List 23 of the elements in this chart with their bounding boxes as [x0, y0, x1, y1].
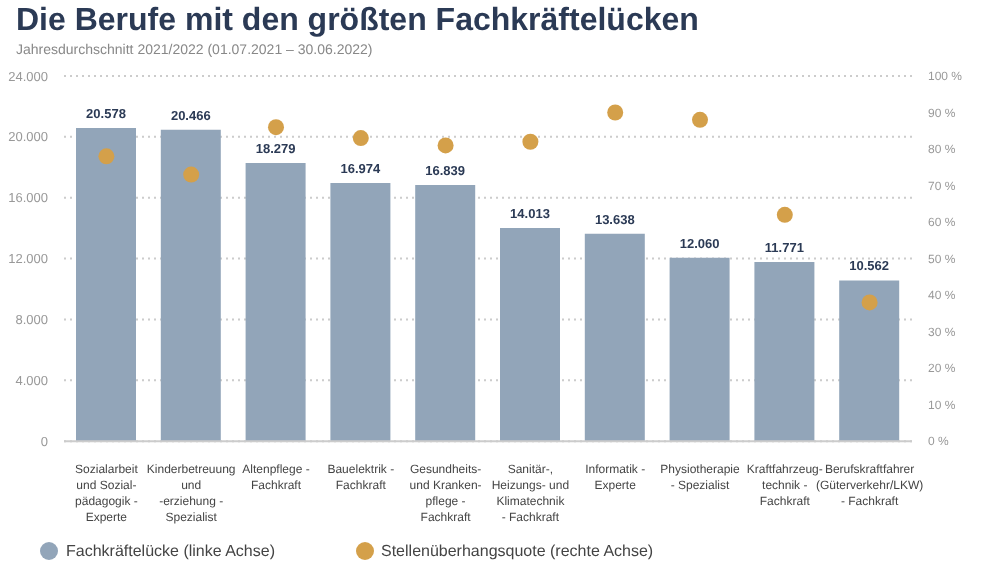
point — [861, 294, 878, 311]
bar — [245, 163, 306, 442]
legend-label: Fachkräftelücke (linke Achse) — [66, 541, 275, 560]
point — [522, 133, 539, 150]
bar — [415, 184, 476, 442]
bar — [500, 227, 560, 442]
point — [776, 206, 793, 223]
point — [437, 137, 454, 154]
point — [352, 130, 369, 147]
bar — [839, 280, 900, 442]
point — [692, 111, 708, 128]
point — [268, 119, 284, 136]
point — [607, 104, 624, 121]
chart-title: Die Berufe mit den größten Fachkräftelücken — [16, 4, 699, 40]
bar — [76, 128, 136, 442]
bar — [160, 129, 221, 442]
point — [183, 166, 200, 183]
bar — [669, 257, 730, 442]
bar — [584, 233, 645, 442]
bar — [330, 182, 391, 442]
point — [98, 148, 115, 165]
bar — [754, 262, 815, 442]
legend-label: Stellenüberhangsquote (rechte Achse) — [381, 541, 654, 560]
